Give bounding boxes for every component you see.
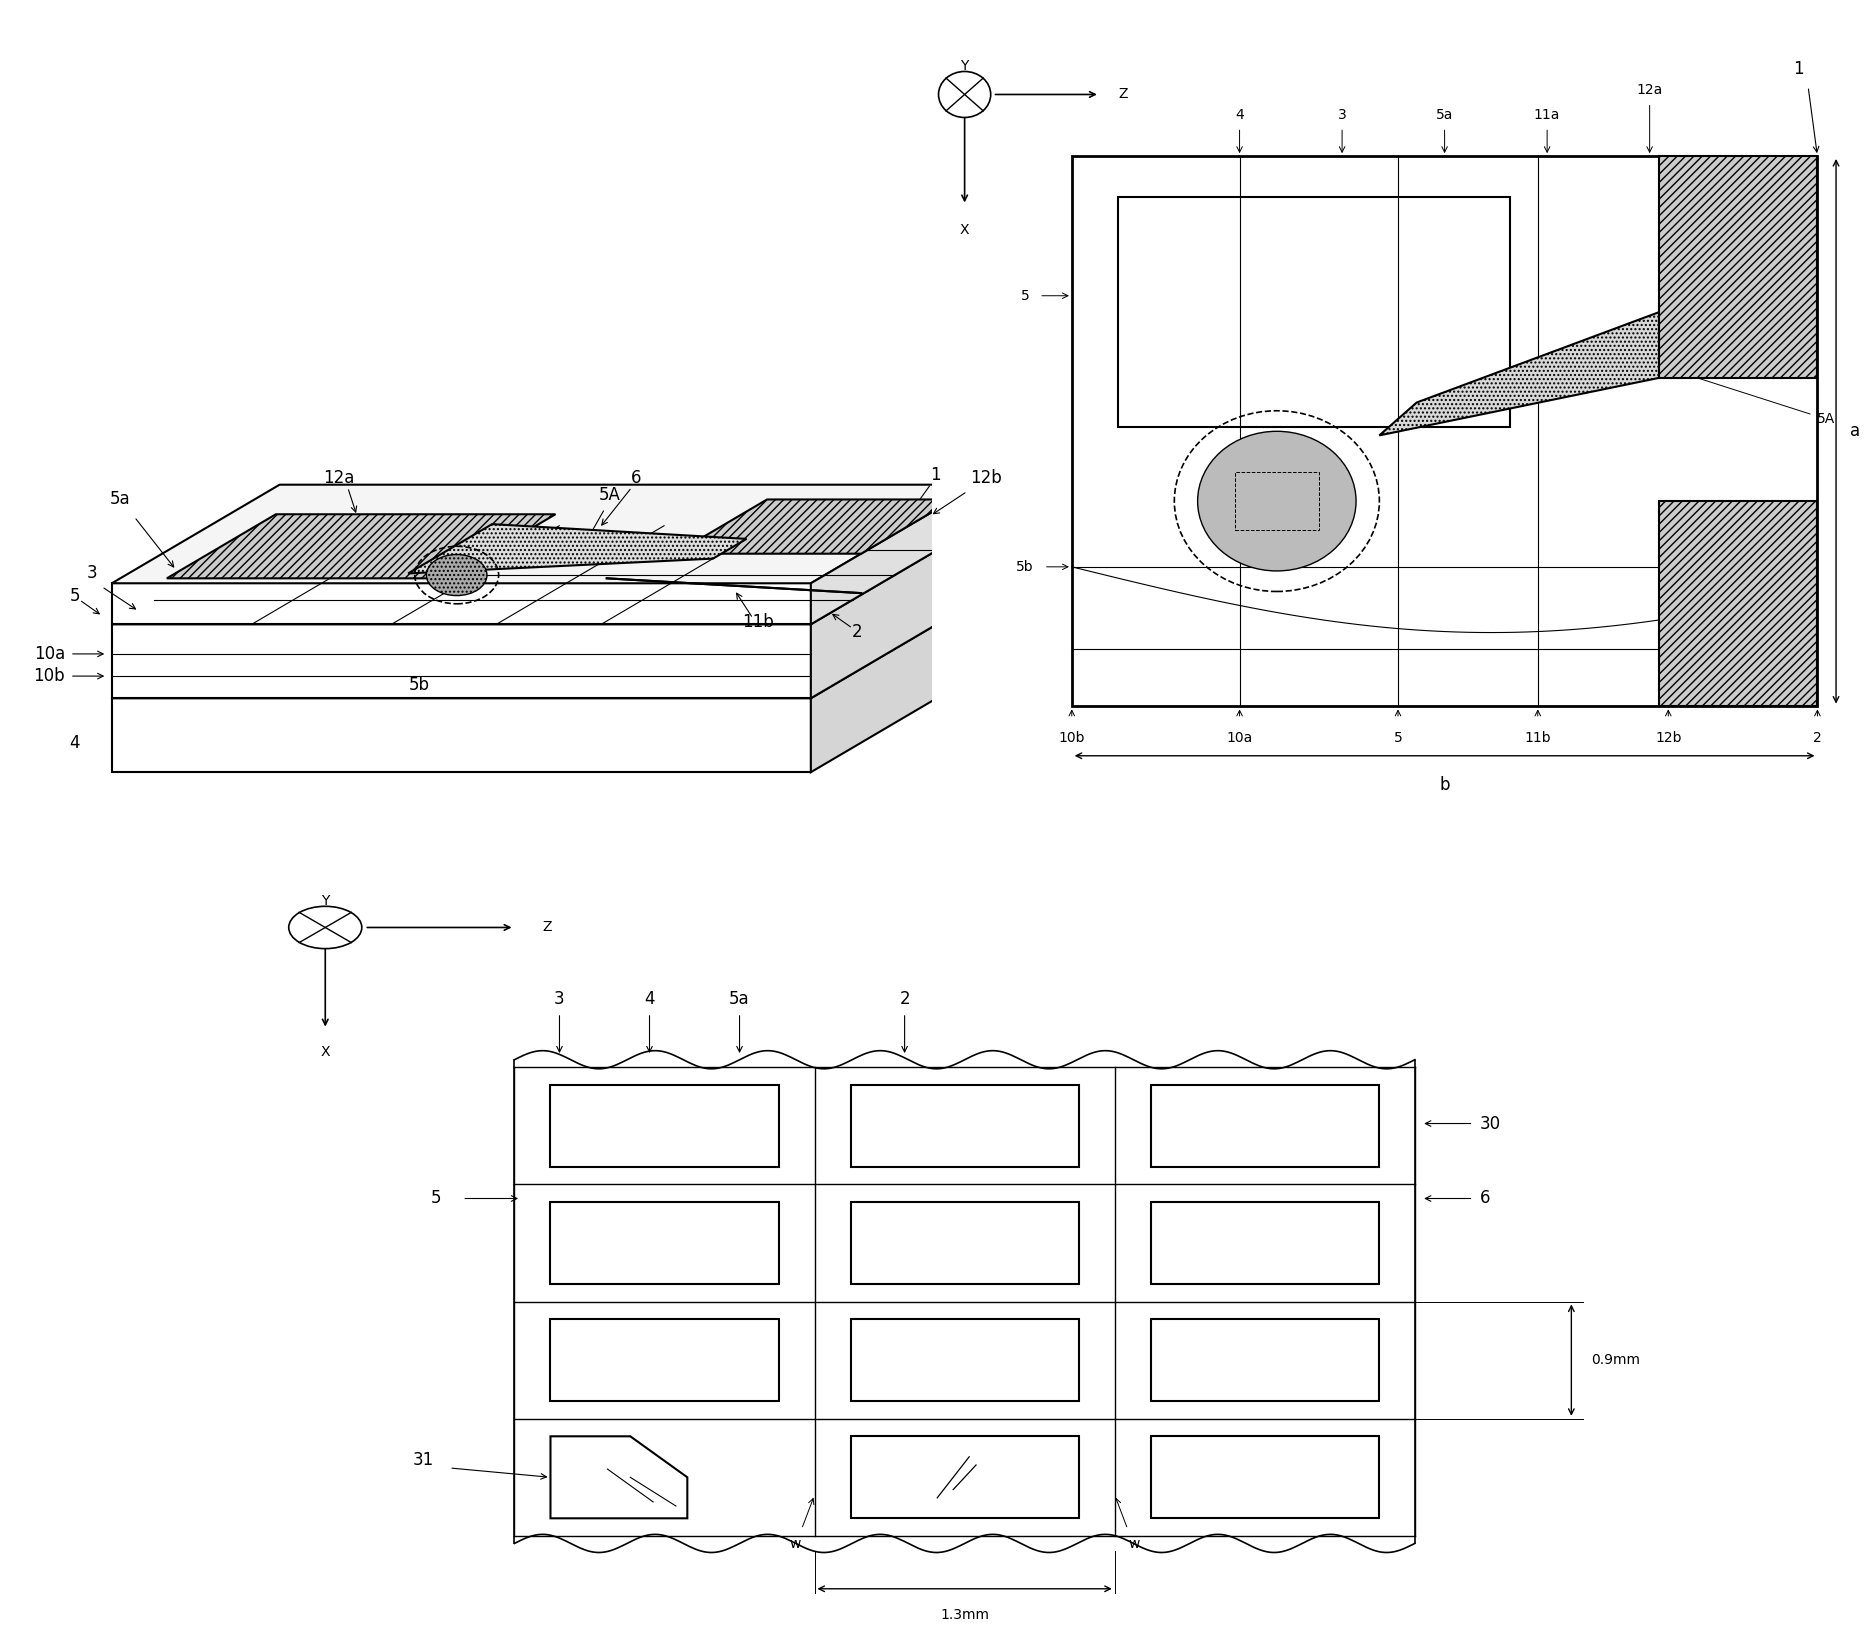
Bar	[550, 1319, 779, 1401]
Bar	[1150, 1319, 1379, 1401]
Text: 10a: 10a	[1227, 731, 1253, 746]
Text: 11a: 11a	[1534, 108, 1560, 122]
Text: 1.3mm: 1.3mm	[939, 1607, 990, 1622]
Text: Y: Y	[321, 894, 330, 909]
Polygon shape	[112, 600, 979, 698]
Text: Z: Z	[1118, 87, 1128, 102]
Bar	[850, 1084, 1079, 1167]
Text: 0.9mm: 0.9mm	[1590, 1354, 1640, 1367]
Text: 5A: 5A	[598, 486, 621, 504]
Text: 11b: 11b	[742, 613, 774, 631]
Text: 10a: 10a	[34, 646, 65, 662]
Text: w: w	[788, 1538, 802, 1551]
Text: 5a: 5a	[729, 991, 749, 1009]
Bar	[850, 1319, 1079, 1401]
Text: 11a: 11a	[516, 536, 546, 554]
Text: 30: 30	[1480, 1114, 1501, 1132]
Text: 11b: 11b	[1525, 731, 1551, 746]
Polygon shape	[675, 499, 953, 554]
Text: 4: 4	[645, 991, 654, 1009]
Text: a: a	[1849, 422, 1860, 440]
Polygon shape	[112, 526, 979, 624]
Text: 12b: 12b	[1655, 731, 1681, 746]
Text: 12a: 12a	[322, 468, 354, 486]
Text: 12a: 12a	[1637, 84, 1663, 97]
Polygon shape	[1379, 312, 1659, 435]
Text: 31: 31	[412, 1451, 434, 1469]
Text: 5a: 5a	[110, 490, 130, 508]
Bar	[1236, 473, 1320, 529]
Text: 5a: 5a	[1435, 108, 1454, 122]
Bar	[550, 1203, 779, 1285]
Ellipse shape	[427, 555, 487, 596]
Text: 2: 2	[852, 623, 863, 641]
Text: 3: 3	[1338, 108, 1346, 122]
Text: 12b: 12b	[969, 468, 1003, 486]
Text: 2: 2	[898, 991, 910, 1009]
Text: 1: 1	[930, 465, 941, 483]
Text: 5b: 5b	[1016, 560, 1035, 573]
Text: Y: Y	[960, 59, 969, 72]
Bar	[1659, 156, 1817, 378]
Bar	[1150, 1436, 1379, 1518]
Polygon shape	[112, 485, 979, 583]
Text: 10b: 10b	[1059, 731, 1085, 746]
Text: 3: 3	[88, 564, 97, 582]
Text: 4: 4	[69, 734, 80, 751]
Bar	[1659, 501, 1817, 706]
Circle shape	[1199, 430, 1357, 572]
Polygon shape	[112, 698, 811, 772]
Text: X: X	[960, 223, 969, 237]
Text: 5: 5	[1021, 289, 1029, 302]
Text: 3: 3	[554, 991, 565, 1009]
Polygon shape	[811, 600, 979, 772]
Polygon shape	[811, 485, 979, 624]
Text: 10b: 10b	[34, 667, 65, 685]
Bar	[1118, 197, 1510, 427]
Text: Z: Z	[542, 920, 552, 935]
Text: 5: 5	[1394, 731, 1402, 746]
Text: 4: 4	[1236, 108, 1243, 122]
Polygon shape	[112, 583, 811, 624]
Text: 6: 6	[1480, 1190, 1491, 1208]
Polygon shape	[408, 524, 746, 573]
Polygon shape	[811, 526, 979, 698]
Text: 5: 5	[69, 587, 80, 605]
Text: 5: 5	[431, 1190, 442, 1208]
Bar	[550, 1084, 779, 1167]
Bar	[850, 1436, 1079, 1518]
Text: b: b	[1439, 775, 1450, 794]
Text: w: w	[1128, 1538, 1141, 1551]
Bar	[1150, 1203, 1379, 1285]
Polygon shape	[112, 624, 811, 698]
Text: 6: 6	[632, 468, 641, 486]
Text: 1: 1	[1793, 59, 1804, 77]
Text: 2: 2	[1814, 731, 1821, 746]
Bar	[1150, 1084, 1379, 1167]
Text: 6: 6	[1771, 511, 1780, 524]
Text: 5b: 5b	[408, 675, 431, 693]
Bar	[850, 1203, 1079, 1285]
Bar	[1072, 156, 1817, 706]
Text: 5A: 5A	[1817, 412, 1836, 426]
Polygon shape	[168, 514, 555, 578]
Text: X: X	[321, 1045, 330, 1060]
